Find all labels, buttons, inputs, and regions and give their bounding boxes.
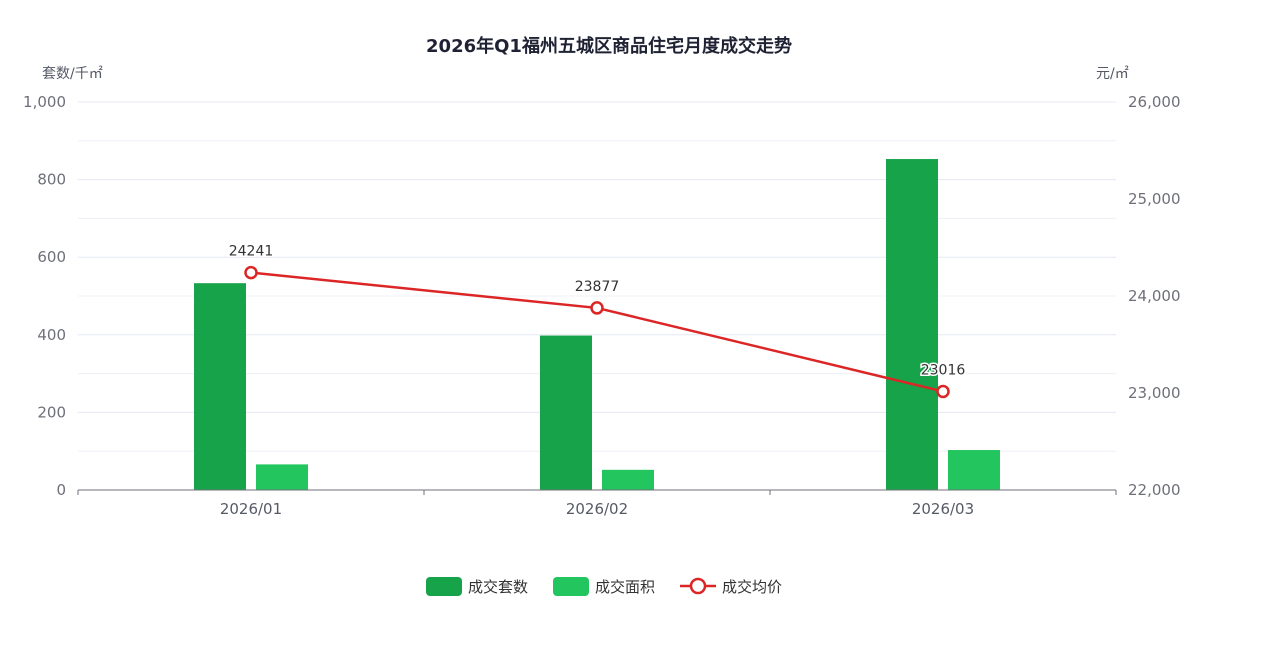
line-layer: 24241 23877 23016	[227, 242, 967, 399]
bar	[602, 469, 654, 490]
bar	[886, 159, 938, 490]
data-label: 23016	[921, 362, 966, 378]
bar	[948, 450, 1000, 490]
y-left-tick-label: 1,000	[23, 93, 66, 111]
y-right-tick-label: 26,000	[1128, 93, 1181, 111]
bars-layer	[194, 159, 1000, 490]
y-left-tick-label: 800	[37, 171, 66, 189]
y-right-tick-label: 25,000	[1128, 190, 1181, 208]
x-tick-label: 2026/02	[566, 500, 628, 518]
x-tick-label: 2026/03	[912, 500, 974, 518]
data-label: 23877	[575, 279, 620, 295]
y-left-tick-label: 600	[37, 248, 66, 266]
data-label: 24241	[229, 244, 274, 260]
chart-title: 2026年Q1福州五城区商品住宅月度成交走势	[426, 35, 792, 57]
y-left-tick-label: 400	[37, 326, 66, 344]
legend[interactable]: 成交套数 成交面积 成交均价	[426, 577, 782, 596]
legend-marker	[689, 577, 707, 595]
y-left-axis-label: 套数/千㎡	[42, 66, 103, 82]
bar	[256, 464, 308, 490]
y-right-tick-label: 23,000	[1128, 384, 1181, 402]
y-right-tick-label: 24,000	[1128, 287, 1181, 305]
bar	[194, 283, 246, 490]
legend-swatch	[553, 577, 589, 596]
line-point	[590, 301, 604, 315]
y-left-tick-label: 200	[37, 403, 66, 421]
legend-swatch	[426, 577, 462, 596]
y-left-tick-label: 0	[56, 481, 66, 499]
legend-label: 成交套数	[468, 578, 528, 596]
axes-layer: 0 200 400 600 800 1,000 22,000 23,000 24,000 25,0…	[23, 93, 1180, 518]
bar	[540, 335, 592, 490]
x-tick-label: 2026/01	[220, 500, 282, 518]
y-right-axis-label: 元/㎡	[1096, 66, 1129, 82]
y-right-tick-label: 22,000	[1128, 481, 1181, 499]
legend-label: 成交面积	[595, 578, 655, 596]
grid-layer	[78, 101, 1116, 452]
line-point	[936, 384, 950, 399]
legend-label: 成交均价	[722, 578, 782, 596]
line-point	[244, 265, 258, 280]
